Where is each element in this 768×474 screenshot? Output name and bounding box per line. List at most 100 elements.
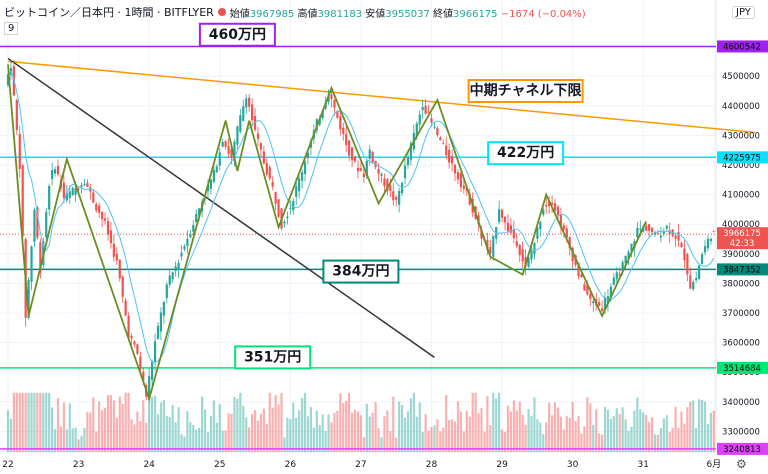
candle-body <box>286 216 289 219</box>
candle-body <box>277 199 280 217</box>
candle-body <box>148 376 151 399</box>
candle <box>459 169 463 192</box>
indicator-ma-9[interactable]: 9 <box>4 22 19 35</box>
volume-bar <box>459 411 463 452</box>
level-price-tag: 3240813 <box>717 442 768 455</box>
level-tag-box <box>717 361 768 374</box>
candle-body <box>415 123 418 137</box>
candle-body <box>289 208 292 209</box>
volume-bar <box>636 397 639 452</box>
level-tag-box <box>717 263 768 276</box>
volume-bar <box>442 427 445 452</box>
candle-body <box>656 233 660 235</box>
candle-body <box>248 97 251 107</box>
candle <box>615 266 618 284</box>
volume-bar <box>148 392 151 452</box>
volume-bar <box>577 415 580 452</box>
y-tick-label: 3400000 <box>722 398 760 408</box>
candle <box>51 162 54 186</box>
candle <box>224 140 227 150</box>
volume-bar <box>268 392 271 452</box>
volume-bar <box>68 403 71 452</box>
volume-bar <box>12 392 15 452</box>
currency-badge[interactable]: JPY <box>732 6 755 19</box>
candle-body <box>545 205 548 207</box>
candle-body <box>624 255 627 264</box>
symbol-title[interactable]: ビットコイン／日本円 · 1時間 · BITFLYER <box>4 6 214 19</box>
volume-bar <box>33 392 36 452</box>
volume-bar <box>321 414 324 452</box>
volume-bar <box>433 425 436 452</box>
volume-bar <box>406 411 410 452</box>
volume-bar <box>680 411 683 452</box>
volume-bar <box>430 427 433 452</box>
annotation-text: 384万円 <box>332 264 389 280</box>
candle-body <box>271 181 274 187</box>
candle <box>221 138 224 148</box>
candle <box>398 187 401 213</box>
volume-bar <box>656 434 660 452</box>
candle-body <box>580 274 583 277</box>
x-tick-label: 29 <box>496 460 508 470</box>
volume-bar <box>236 398 239 452</box>
volume-bar <box>15 392 18 452</box>
candle-body <box>318 118 321 125</box>
candle <box>453 163 457 182</box>
annotation-label: 384万円 <box>322 259 400 284</box>
candle <box>353 155 357 164</box>
gear-icon[interactable]: ⚙ <box>736 457 747 471</box>
volume-bar <box>295 417 298 452</box>
volume-bar <box>398 401 401 452</box>
candle-body <box>653 232 657 235</box>
candle <box>545 197 548 214</box>
candle-body <box>98 205 101 213</box>
candle-body <box>239 115 242 132</box>
candle-body <box>321 110 324 119</box>
x-tick-label: 31 <box>638 460 649 470</box>
volume-bar <box>145 422 148 452</box>
volume-bar <box>689 401 692 452</box>
candle-body <box>151 361 154 380</box>
candle-body <box>489 247 492 254</box>
candle <box>359 162 363 172</box>
volume-bar <box>659 428 662 452</box>
candle-body <box>74 188 77 195</box>
candle <box>136 343 139 356</box>
candle <box>92 189 95 204</box>
candle <box>250 98 254 128</box>
candle <box>159 307 163 341</box>
candle-body <box>233 141 236 162</box>
volume-bar <box>253 410 257 452</box>
volume-bar <box>127 392 130 452</box>
volume-bar <box>342 403 345 452</box>
candle <box>283 219 286 228</box>
volume-bar <box>550 415 554 452</box>
volume-bar <box>356 411 360 452</box>
candle-body <box>556 206 560 216</box>
volume-bar <box>45 392 48 452</box>
volume-bar <box>339 393 342 452</box>
volume-bar <box>512 400 515 452</box>
candle <box>48 183 51 217</box>
candle-body <box>265 162 268 175</box>
x-tick-label: 22 <box>2 460 13 470</box>
candle-body <box>512 229 515 239</box>
candle-body <box>468 193 471 205</box>
candle-body <box>448 149 451 163</box>
candle <box>695 271 698 283</box>
candle <box>645 222 648 232</box>
candle-body <box>112 243 115 257</box>
volume-bar <box>221 430 224 452</box>
candle-body <box>486 240 489 251</box>
volume-bar <box>183 436 186 452</box>
candle <box>698 263 701 280</box>
volume-bar <box>642 412 645 452</box>
volume-bar <box>712 410 715 452</box>
volume-bar <box>95 431 98 452</box>
x-tick-label: 30 <box>567 460 579 470</box>
candle-body <box>18 134 21 169</box>
volume-bar <box>71 428 74 452</box>
annotation-box <box>322 259 400 284</box>
candle <box>383 173 386 192</box>
